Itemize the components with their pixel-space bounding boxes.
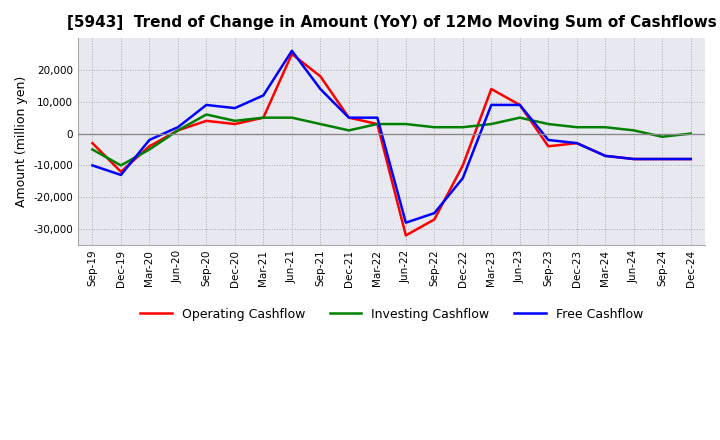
Operating Cashflow xyxy=(430,217,438,222)
Free Cashflow xyxy=(516,102,524,107)
Operating Cashflow xyxy=(88,140,96,146)
Operating Cashflow xyxy=(629,156,638,161)
Investing Cashflow xyxy=(686,131,695,136)
Operating Cashflow xyxy=(373,121,382,127)
Investing Cashflow xyxy=(202,112,211,117)
Legend: Operating Cashflow, Investing Cashflow, Free Cashflow: Operating Cashflow, Investing Cashflow, … xyxy=(135,303,648,326)
Operating Cashflow xyxy=(572,140,581,146)
Free Cashflow xyxy=(658,156,667,161)
Operating Cashflow xyxy=(686,156,695,161)
Free Cashflow xyxy=(430,210,438,216)
Investing Cashflow xyxy=(402,121,410,127)
Operating Cashflow xyxy=(316,73,325,79)
Free Cashflow xyxy=(686,156,695,161)
Operating Cashflow xyxy=(345,115,354,120)
Operating Cashflow xyxy=(174,128,182,133)
Investing Cashflow xyxy=(487,121,495,127)
Investing Cashflow xyxy=(145,147,153,152)
Investing Cashflow xyxy=(287,115,296,120)
Free Cashflow xyxy=(259,93,268,98)
Investing Cashflow xyxy=(316,121,325,127)
Line: Investing Cashflow: Investing Cashflow xyxy=(92,114,690,165)
Line: Free Cashflow: Free Cashflow xyxy=(92,51,690,223)
Operating Cashflow xyxy=(287,51,296,57)
Operating Cashflow xyxy=(230,121,239,127)
Operating Cashflow xyxy=(202,118,211,124)
Free Cashflow xyxy=(88,163,96,168)
Line: Operating Cashflow: Operating Cashflow xyxy=(92,54,690,235)
Investing Cashflow xyxy=(373,121,382,127)
Investing Cashflow xyxy=(658,134,667,139)
Operating Cashflow xyxy=(516,102,524,107)
Free Cashflow xyxy=(629,156,638,161)
Operating Cashflow xyxy=(544,144,553,149)
Free Cashflow xyxy=(174,125,182,130)
Free Cashflow xyxy=(202,102,211,107)
Investing Cashflow xyxy=(88,147,96,152)
Free Cashflow xyxy=(572,140,581,146)
Free Cashflow xyxy=(601,153,610,158)
Operating Cashflow xyxy=(459,163,467,168)
Free Cashflow xyxy=(402,220,410,225)
Investing Cashflow xyxy=(516,115,524,120)
Free Cashflow xyxy=(316,86,325,92)
Free Cashflow xyxy=(117,172,125,178)
Free Cashflow xyxy=(287,48,296,54)
Free Cashflow xyxy=(487,102,495,107)
Operating Cashflow xyxy=(601,153,610,158)
Free Cashflow xyxy=(459,176,467,181)
Investing Cashflow xyxy=(459,125,467,130)
Investing Cashflow xyxy=(601,125,610,130)
Investing Cashflow xyxy=(629,128,638,133)
Operating Cashflow xyxy=(402,233,410,238)
Investing Cashflow xyxy=(572,125,581,130)
Free Cashflow xyxy=(373,115,382,120)
Operating Cashflow xyxy=(487,86,495,92)
Y-axis label: Amount (million yen): Amount (million yen) xyxy=(15,76,28,207)
Investing Cashflow xyxy=(117,163,125,168)
Investing Cashflow xyxy=(174,128,182,133)
Operating Cashflow xyxy=(259,115,268,120)
Title: [5943]  Trend of Change in Amount (YoY) of 12Mo Moving Sum of Cashflows: [5943] Trend of Change in Amount (YoY) o… xyxy=(67,15,716,30)
Free Cashflow xyxy=(145,137,153,143)
Operating Cashflow xyxy=(658,156,667,161)
Free Cashflow xyxy=(345,115,354,120)
Investing Cashflow xyxy=(430,125,438,130)
Free Cashflow xyxy=(544,137,553,143)
Operating Cashflow xyxy=(117,169,125,174)
Investing Cashflow xyxy=(259,115,268,120)
Investing Cashflow xyxy=(230,118,239,124)
Investing Cashflow xyxy=(544,121,553,127)
Operating Cashflow xyxy=(145,144,153,149)
Free Cashflow xyxy=(230,106,239,111)
Investing Cashflow xyxy=(345,128,354,133)
